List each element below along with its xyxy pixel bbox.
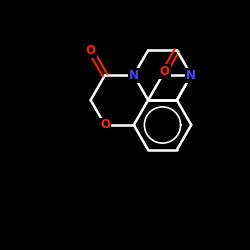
Text: O: O <box>100 118 110 132</box>
Text: O: O <box>86 44 96 57</box>
Text: N: N <box>129 69 139 82</box>
Text: N: N <box>186 69 196 82</box>
Text: O: O <box>160 65 170 78</box>
